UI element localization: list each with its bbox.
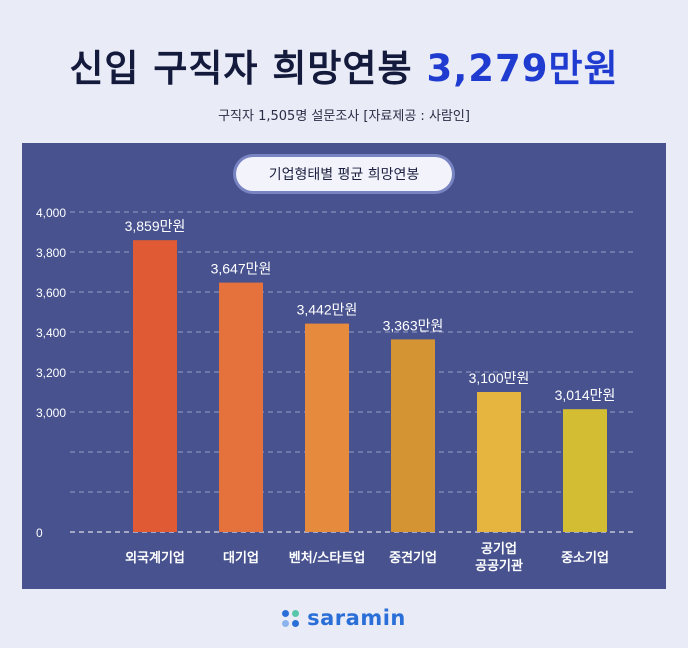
- bar: [391, 339, 435, 532]
- x-tick-label: 외국계기업: [125, 550, 185, 566]
- page-title: 신입 구직자 희망연봉 3,279만원: [0, 38, 688, 92]
- bar-chart: 0 3,000 3,200 3,400 3,600 3,800 4,000 3,859만원외국…: [36, 206, 636, 574]
- x-tick-label: 중견기업: [389, 550, 437, 566]
- logo-dot: [292, 609, 300, 617]
- bar: [563, 409, 607, 532]
- y-tick-label: 3,600: [36, 286, 66, 300]
- logo-dot: [282, 619, 290, 627]
- logo-wordmark: saramin: [307, 606, 406, 630]
- subtitle: 구직자 1,505명 설문조사 [자료제공 : 사람인]: [218, 109, 470, 124]
- data-label: 3,859만원: [125, 218, 186, 234]
- logo-dot: [282, 609, 290, 617]
- bar: [133, 240, 177, 532]
- logo-dots-icon: [282, 609, 300, 627]
- data-label: 3,363만원: [383, 317, 444, 333]
- bar: [219, 282, 263, 532]
- x-tick-label: 공공기관: [475, 558, 523, 574]
- x-tick-label: 대기업: [223, 551, 259, 566]
- logo-dot: [292, 619, 300, 627]
- chart-title: 기업형태별 평균 희망연봉: [236, 157, 452, 191]
- y-tick-label: 3,800: [36, 246, 66, 260]
- x-tick-label: 벤처/스타트업: [289, 550, 366, 566]
- bar: [305, 323, 349, 532]
- title-highlight: 3,279만원: [426, 47, 619, 90]
- x-tick-label: 공기업: [481, 542, 517, 557]
- saramin-logo: saramin: [0, 606, 688, 630]
- bar: [477, 392, 521, 532]
- y-tick-label: 4,000: [36, 206, 66, 220]
- y-tick-label: 0: [36, 526, 43, 540]
- x-tick-label: 중소기업: [561, 551, 609, 566]
- data-label: 3,647만원: [211, 261, 272, 277]
- data-label: 3,442만원: [297, 302, 358, 318]
- data-label: 3,014만원: [555, 387, 616, 403]
- title-text: 신입 구직자 희망연봉: [69, 47, 413, 90]
- y-tick-label: 3,000: [36, 406, 66, 420]
- y-tick-label: 3,400: [36, 326, 66, 340]
- data-label: 3,100만원: [469, 370, 530, 386]
- y-tick-label: 3,200: [36, 366, 66, 380]
